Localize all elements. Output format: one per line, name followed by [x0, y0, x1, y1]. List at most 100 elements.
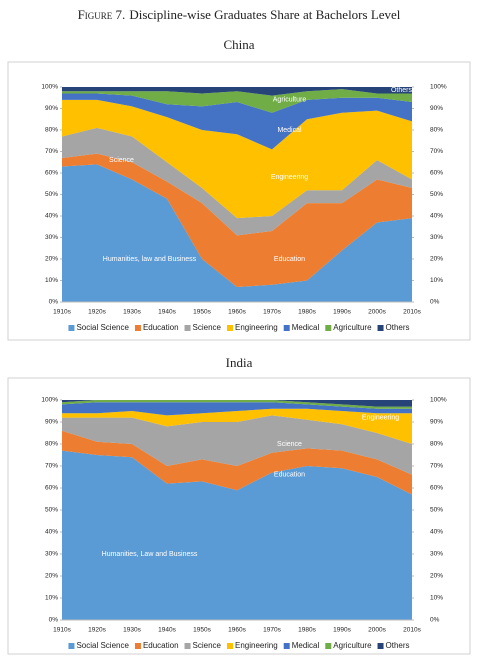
figure-title: Discipline-wise Graduates Share at Bache…: [129, 7, 400, 22]
y2-tick-label: 60%: [430, 170, 443, 177]
y-tick-label: 10%: [45, 277, 58, 284]
y-tick-label: 30%: [45, 551, 58, 558]
legend-label: Engineering: [235, 641, 278, 650]
y-tick-label: 60%: [45, 170, 58, 177]
y2-tick-label: 90%: [430, 105, 443, 112]
y2-tick-label: 0%: [430, 617, 440, 624]
legend: Social Science Education Science Engineerin…: [68, 641, 410, 650]
x-tick-label: 2010s: [403, 309, 421, 316]
y2-tick-label: 60%: [430, 485, 443, 492]
y-tick-label: 0%: [49, 617, 59, 624]
x-tick-label: 1960s: [228, 309, 246, 316]
annotation: Humanities, law and Business: [103, 256, 197, 263]
y-tick-label: 80%: [45, 441, 58, 448]
area: [62, 164, 412, 302]
y2-tick-label: 40%: [430, 213, 443, 220]
annotation: Education: [274, 472, 305, 479]
y2-tick-label: 30%: [430, 551, 443, 558]
area: [62, 430, 412, 495]
x-tick-label: 1990s: [333, 627, 351, 634]
y-tick-label: 50%: [45, 507, 58, 514]
y-tick-label: 60%: [45, 485, 58, 492]
x-tick-label: 1990s: [333, 309, 351, 316]
figure-heading: Figure 7. Discipline-wise Graduates Share…: [78, 7, 401, 22]
x-tick-label: 1930s: [123, 309, 141, 316]
legend-swatch: [283, 325, 290, 331]
y-tick-label: 90%: [45, 419, 58, 426]
y2-tick-label: 20%: [430, 573, 443, 580]
annotation: Science: [109, 157, 134, 164]
x-tick-label: 2000s: [368, 309, 386, 316]
x-tick-label: 1950s: [193, 627, 211, 634]
legend-label: Agriculture: [333, 641, 372, 650]
legend-swatch: [227, 325, 233, 331]
x-tick-label: 1970s: [263, 309, 281, 316]
legend-label: Education: [143, 641, 179, 650]
y2-tick-label: 90%: [430, 419, 443, 426]
y2-tick-label: 20%: [430, 256, 443, 263]
legend-swatch: [68, 643, 75, 649]
y2-tick-label: 50%: [430, 191, 443, 198]
y-tick-label: 30%: [45, 234, 58, 241]
legend-swatch: [184, 325, 191, 331]
x-tick-label: 1950s: [193, 309, 211, 316]
y-tick-label: 50%: [45, 191, 58, 198]
x-tick-label: 1960s: [228, 627, 246, 634]
area: [62, 89, 412, 113]
legend-swatch: [134, 325, 141, 331]
annotation: Education: [274, 256, 305, 263]
x-tick-label: 1980s: [298, 627, 316, 634]
area: [62, 153, 412, 287]
legend-swatch: [227, 643, 233, 649]
legend-swatch: [325, 325, 332, 331]
area: [62, 408, 412, 444]
area: [62, 415, 412, 475]
y-tick-label: 40%: [45, 213, 58, 220]
y2-tick-label: 10%: [430, 595, 443, 602]
y-tick-label: 10%: [45, 595, 58, 602]
x-tick-label: 1910s: [53, 309, 71, 316]
legend-label: Engineering: [235, 323, 278, 332]
area: [62, 400, 412, 409]
y-tick-label: 40%: [45, 529, 58, 536]
legend-swatch: [325, 643, 332, 649]
legend-label: Science: [193, 323, 222, 332]
annotation: Science: [277, 441, 302, 448]
x-tick-label: 1970s: [263, 627, 281, 634]
y2-tick-label: 100%: [430, 84, 447, 91]
y2-tick-label: 70%: [430, 148, 443, 155]
legend-swatch: [377, 643, 384, 649]
x-tick-label: 1920s: [88, 627, 106, 634]
x-tick-label: 2000s: [368, 627, 386, 634]
legend-swatch: [68, 325, 75, 331]
legend-label: Medical: [292, 323, 320, 332]
y2-tick-label: 50%: [430, 507, 443, 514]
y2-tick-label: 70%: [430, 463, 443, 470]
annotation: Medical: [277, 127, 302, 134]
annotation: Engineering: [362, 414, 399, 421]
y2-tick-label: 80%: [430, 441, 443, 448]
x-tick-label: 1980s: [298, 309, 316, 316]
legend-swatch: [283, 643, 290, 649]
y-tick-label: 20%: [45, 573, 58, 580]
chart-title: China: [223, 37, 254, 52]
area: [62, 87, 412, 96]
area: [62, 450, 412, 620]
x-tick-label: 1920s: [88, 309, 106, 316]
legend-swatch: [184, 643, 191, 649]
y-tick-label: 70%: [45, 463, 58, 470]
legend-label: Social Science: [76, 323, 129, 332]
y-tick-label: 70%: [45, 148, 58, 155]
y2-tick-label: 10%: [430, 277, 443, 284]
legend-label: Others: [386, 323, 410, 332]
legend-label: Agriculture: [333, 323, 372, 332]
y2-tick-label: 40%: [430, 529, 443, 536]
y-tick-label: 0%: [49, 299, 59, 306]
y-tick-label: 100%: [41, 84, 58, 91]
legend-swatch: [134, 643, 141, 649]
y-tick-label: 90%: [45, 105, 58, 112]
area: [62, 127, 412, 236]
legend-label: Social Science: [76, 641, 129, 650]
chart-title: India: [226, 355, 253, 370]
